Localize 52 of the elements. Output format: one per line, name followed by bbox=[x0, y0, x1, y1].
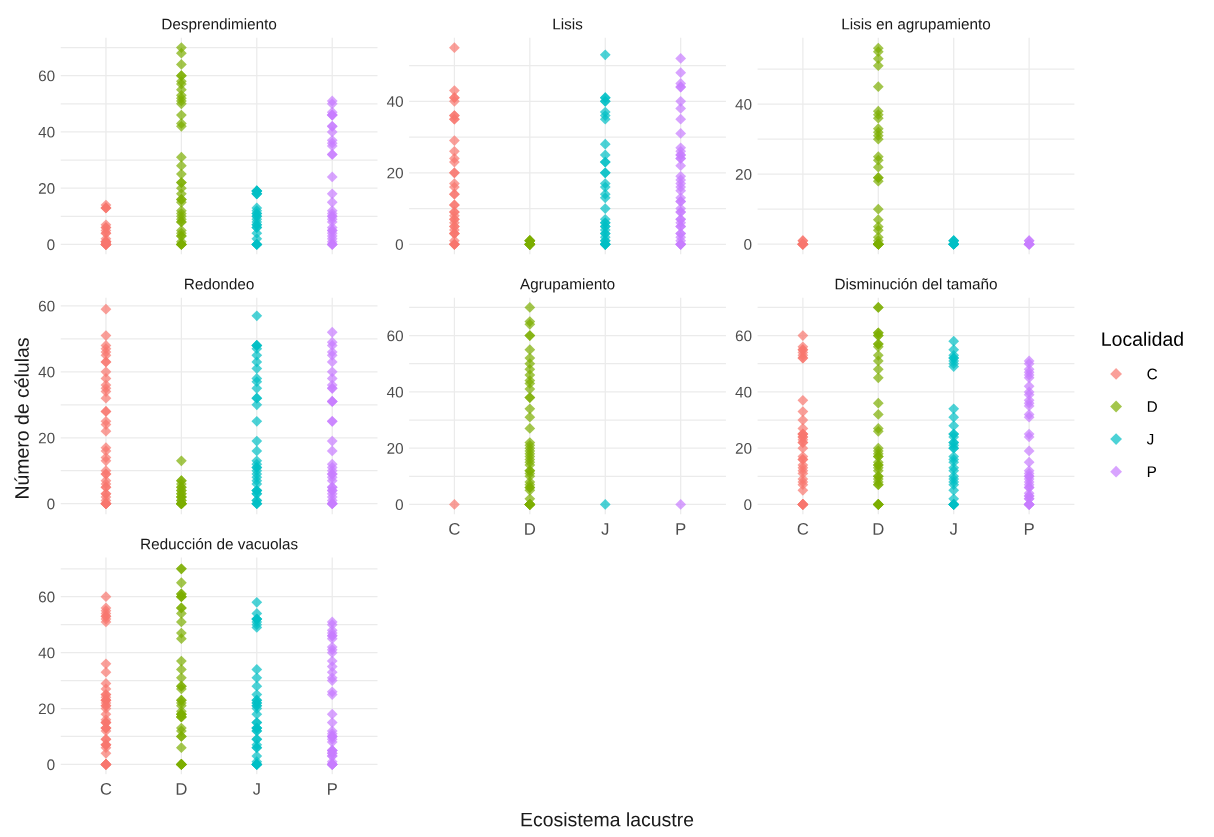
text: Ecosistema lacustre bbox=[521, 812, 694, 827]
x-tick-label: J bbox=[949, 523, 957, 535]
x-tick-label: D bbox=[525, 523, 536, 535]
chart-title: Lisis en agrupamiento bbox=[842, 18, 991, 33]
y-tick-label: 0 bbox=[47, 239, 55, 251]
y-tick-label: 60 bbox=[735, 330, 752, 342]
y-tick-label: 0 bbox=[395, 239, 403, 250]
y-tick-label: 40 bbox=[386, 386, 403, 398]
y-tick-label: 60 bbox=[38, 70, 55, 82]
y-tick-label: 20 bbox=[735, 169, 752, 180]
x-tick-label: J bbox=[252, 783, 260, 795]
y-tick-label: 20 bbox=[38, 703, 55, 715]
chart-title: Disminución del tamaño bbox=[835, 278, 997, 290]
x-tick-label: J bbox=[601, 523, 609, 535]
legend-label: C bbox=[1147, 368, 1158, 380]
y-tick-label: 20 bbox=[387, 167, 403, 179]
chart-title: Lisis bbox=[553, 18, 583, 30]
x-tick-label: D bbox=[873, 523, 884, 535]
y-tick-label: 60 bbox=[38, 591, 55, 603]
x-tick-label: C bbox=[797, 523, 809, 535]
y-tick-label: 40 bbox=[735, 99, 752, 110]
x-tick-label: C bbox=[449, 523, 460, 535]
y-axis-title: Número de células bbox=[14, 338, 29, 498]
legend-label: D bbox=[1147, 401, 1157, 412]
y-tick-label: 40 bbox=[38, 647, 55, 659]
chart-title: Agrupamiento bbox=[520, 278, 615, 293]
y-tick-label: 20 bbox=[38, 183, 55, 194]
chart-title: Desprendimiento bbox=[162, 18, 277, 33]
y-tick-label: 0 bbox=[744, 499, 752, 511]
y-tick-label: 0 bbox=[744, 239, 752, 250]
y-tick-label: 0 bbox=[47, 498, 55, 510]
y-tick-label: 40 bbox=[735, 386, 752, 398]
y-tick-label: 20 bbox=[735, 443, 752, 454]
y-tick-label: 40 bbox=[38, 366, 55, 378]
y-tick-label: 40 bbox=[38, 126, 55, 138]
x-tick-label: C bbox=[100, 783, 112, 795]
legend-title: Localidad bbox=[1102, 331, 1183, 347]
y-tick-label: 0 bbox=[47, 759, 55, 771]
y-tick-label: 20 bbox=[387, 443, 403, 454]
x-tick-label: P bbox=[1024, 523, 1034, 535]
y-tick-label: 0 bbox=[395, 499, 403, 511]
chart-title: Reducción de vacuolas bbox=[141, 538, 298, 550]
legend-label: P bbox=[1147, 466, 1157, 477]
chart-title: Redondeo bbox=[185, 278, 254, 290]
x-tick-label: P bbox=[676, 523, 686, 535]
legend-label: J bbox=[1146, 433, 1154, 445]
y-tick-label: 40 bbox=[386, 96, 403, 107]
y-tick-label: 60 bbox=[38, 300, 55, 312]
x-tick-label: D bbox=[176, 783, 187, 795]
y-tick-label: 60 bbox=[387, 330, 403, 342]
x-tick-label: P bbox=[328, 783, 337, 795]
y-tick-label: 20 bbox=[38, 432, 55, 444]
